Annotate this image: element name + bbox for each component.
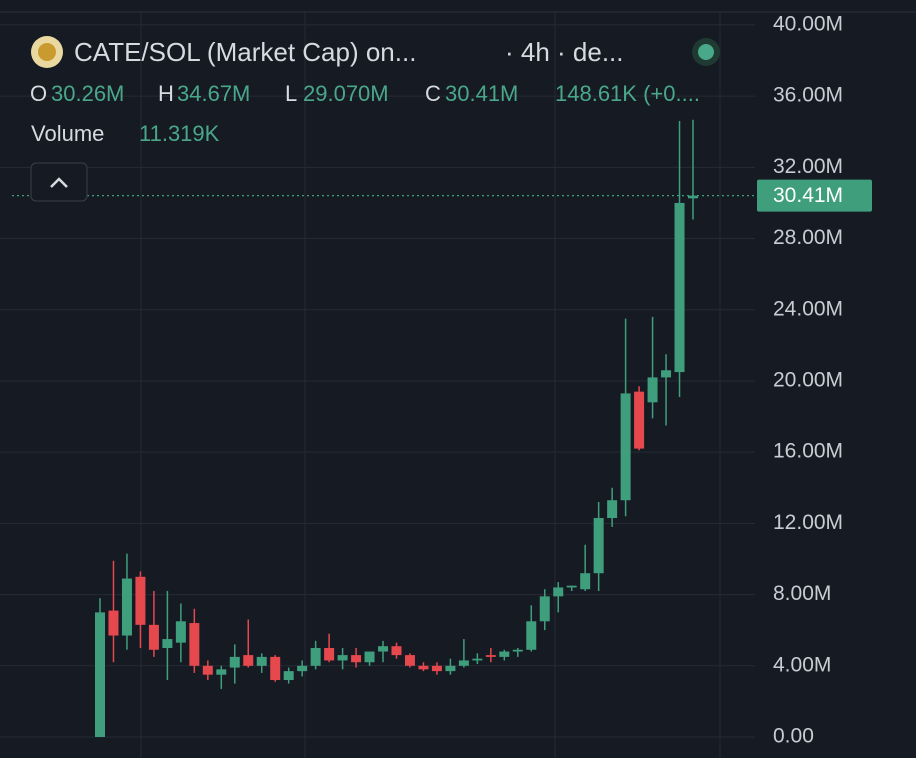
last-price-tag — [757, 179, 872, 212]
token-icon-inner — [38, 43, 56, 61]
low-label: L — [285, 81, 297, 106]
candle-body — [607, 500, 618, 519]
y-tick-label: 32.00M — [773, 155, 843, 178]
candle-body — [566, 585, 577, 588]
candle-body — [539, 596, 550, 622]
candle-body — [647, 377, 658, 403]
volume-value: 11.319K — [139, 121, 220, 146]
candle-body — [310, 647, 321, 666]
y-tick-label: 8.00M — [773, 582, 831, 605]
y-tick-label: 40.00M — [773, 12, 843, 35]
candle-body — [458, 660, 469, 666]
close-value: 30.41M — [445, 81, 518, 106]
candle-body — [661, 370, 672, 378]
candle-body — [688, 195, 698, 199]
candle-body — [593, 518, 604, 574]
y-tick-label: 28.00M — [773, 226, 843, 249]
candle-body — [175, 621, 186, 643]
candle-body — [108, 610, 119, 636]
legend-header: CATE/SOL (Market Cap) on... · 4h · de...… — [30, 36, 720, 202]
price-axis: 0.00 4.00M 8.00M 12.00M 16.00M 20.00M 24.00M 28… — [757, 12, 872, 748]
candle-body — [526, 621, 537, 650]
y-tick-label: 20.00M — [773, 369, 843, 392]
chevron-up — [50, 177, 68, 188]
symbol-title: CATE/SOL (Market Cap) on... — [74, 37, 416, 67]
candle-body — [404, 655, 415, 666]
candle-body — [337, 655, 348, 661]
y-tick-label: 36.00M — [773, 84, 843, 107]
candle-body — [472, 658, 483, 661]
change-value: 148.61K (+0.... — [555, 81, 700, 106]
status-dot — [698, 44, 714, 60]
candle-body — [243, 655, 254, 666]
candle-body — [620, 393, 631, 501]
candle-body — [674, 202, 685, 373]
candle-body — [162, 639, 173, 648]
candle-body — [283, 671, 294, 681]
plot — [12, 119, 757, 737]
last-price-label: 30.41M — [773, 184, 843, 207]
collapse-button[interactable] — [30, 162, 88, 202]
candle-body — [270, 656, 281, 681]
candle-body — [391, 646, 402, 656]
candle-body — [297, 665, 308, 672]
candle-body — [418, 665, 429, 670]
y-tick-label: 4.00M — [773, 653, 831, 676]
low-value: 29.070M — [303, 81, 389, 106]
candle-body — [95, 612, 105, 737]
candle-body — [324, 647, 335, 661]
candle-body — [121, 578, 132, 636]
open-label: O — [30, 81, 47, 106]
high-label: H — [158, 81, 174, 106]
y-tick-label: 16.00M — [773, 440, 843, 463]
candle-body — [189, 623, 200, 666]
candle-body — [431, 665, 442, 672]
close-label: C — [425, 81, 441, 106]
candle-body — [216, 669, 227, 675]
candle-body — [485, 655, 496, 657]
candle-body — [135, 576, 146, 625]
candle-body — [634, 391, 645, 449]
candle-body — [202, 665, 213, 675]
candle-body — [580, 573, 591, 590]
candle-body — [553, 587, 564, 597]
candle-body — [148, 624, 159, 650]
high-value: 34.67M — [177, 81, 250, 106]
candle-body — [512, 649, 523, 652]
y-tick-label: 0.00 — [773, 725, 814, 748]
y-tick-label: 12.00M — [773, 511, 843, 534]
interval: · 4h · de... — [505, 37, 624, 67]
candle-body — [499, 651, 510, 657]
candle-body — [229, 656, 240, 668]
candle-body — [378, 646, 389, 652]
candle-body — [364, 651, 375, 663]
candle-body — [256, 656, 267, 666]
candle-body — [351, 655, 362, 663]
volume-label: Volume — [31, 121, 104, 146]
open-value: 30.26M — [51, 81, 124, 106]
candle-body — [445, 665, 456, 672]
y-tick-label: 24.00M — [773, 297, 843, 320]
